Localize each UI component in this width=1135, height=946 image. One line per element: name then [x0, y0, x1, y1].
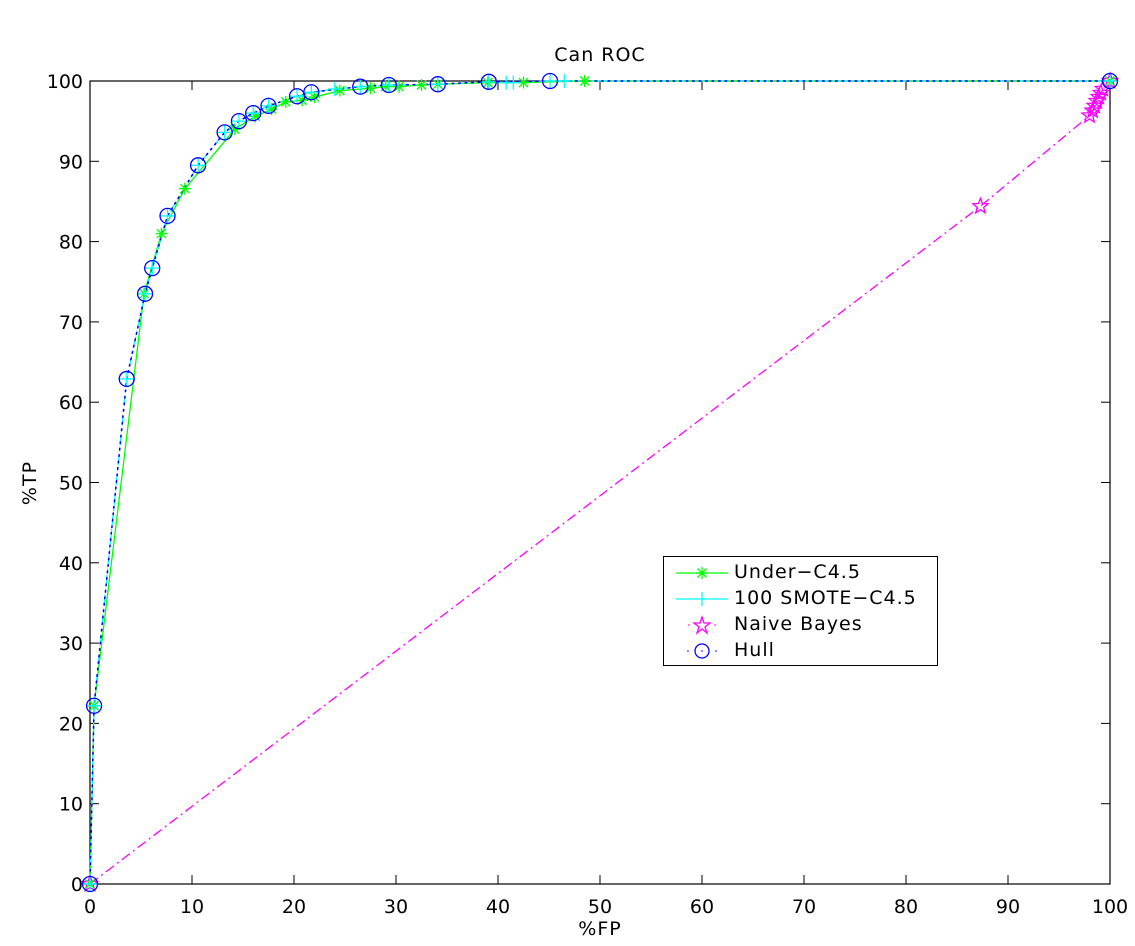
legend-label: 100 SMOTE−C4.5: [734, 587, 917, 609]
circle-marker-icon: [687, 643, 717, 659]
x-axis-label: %FP: [578, 918, 622, 940]
series-line: [89, 80, 1111, 885]
x-tick-label: 30: [384, 896, 408, 918]
x-tick-label: 90: [996, 896, 1020, 918]
x-tick-label: 50: [588, 896, 612, 918]
x-tick-label: 20: [282, 896, 306, 918]
legend-label: Naive Bayes: [734, 613, 863, 635]
chart-title: Can ROC: [554, 44, 646, 66]
y-tick-label: 50: [59, 473, 83, 495]
y-tick-label: 70: [59, 312, 83, 334]
y-tick-label: 0: [71, 874, 83, 896]
series-line: [89, 80, 1110, 885]
x-tick-label: 0: [84, 896, 96, 918]
series-line: [89, 80, 1110, 885]
plot-series: [89, 80, 1111, 885]
y-tick-label: 30: [59, 633, 83, 655]
x-tick-label: 70: [792, 896, 816, 918]
series-line: [89, 80, 1111, 885]
x-tick-label: 60: [690, 896, 714, 918]
legend-item-naive-bayes: Naive Bayes: [664, 612, 937, 638]
y-tick-label: 10: [59, 794, 83, 816]
chart-legend: Under−C4.5 100 SMOTE−C4.5 Naive Bayes Hu…: [663, 556, 938, 666]
plot-markers: [80, 71, 1120, 893]
x-tick-label: 100: [1092, 896, 1128, 918]
legend-item-smote-c45: 100 SMOTE−C4.5: [664, 586, 937, 612]
plus-marker-icon: [676, 592, 728, 606]
y-tick-label: 100: [47, 71, 83, 93]
y-tick-label: 90: [59, 151, 83, 173]
legend-item-hull: Hull: [664, 638, 937, 664]
x-tick-label: 40: [486, 896, 510, 918]
y-tick-label: 20: [59, 713, 83, 735]
y-tick-label: 40: [59, 553, 83, 575]
asterisk-marker-icon: [676, 567, 728, 579]
legend-item-under-c45: Under−C4.5: [664, 560, 937, 586]
y-tick-label: 60: [59, 392, 83, 414]
x-tick-label: 80: [894, 896, 918, 918]
x-tick-label: 10: [180, 896, 204, 918]
legend-label: Hull: [734, 639, 775, 661]
y-axis-label: %TP: [19, 460, 41, 506]
plot-axes: 0 10 20 30 40 50 60 70 80 90 100 0 10 20 30 40 50 60 70 80 9…: [47, 71, 1128, 918]
star-marker-icon: [688, 614, 716, 635]
y-tick-label: 80: [59, 232, 83, 254]
legend-label: Under−C4.5: [734, 561, 861, 583]
plot-frame: [89, 80, 1111, 885]
